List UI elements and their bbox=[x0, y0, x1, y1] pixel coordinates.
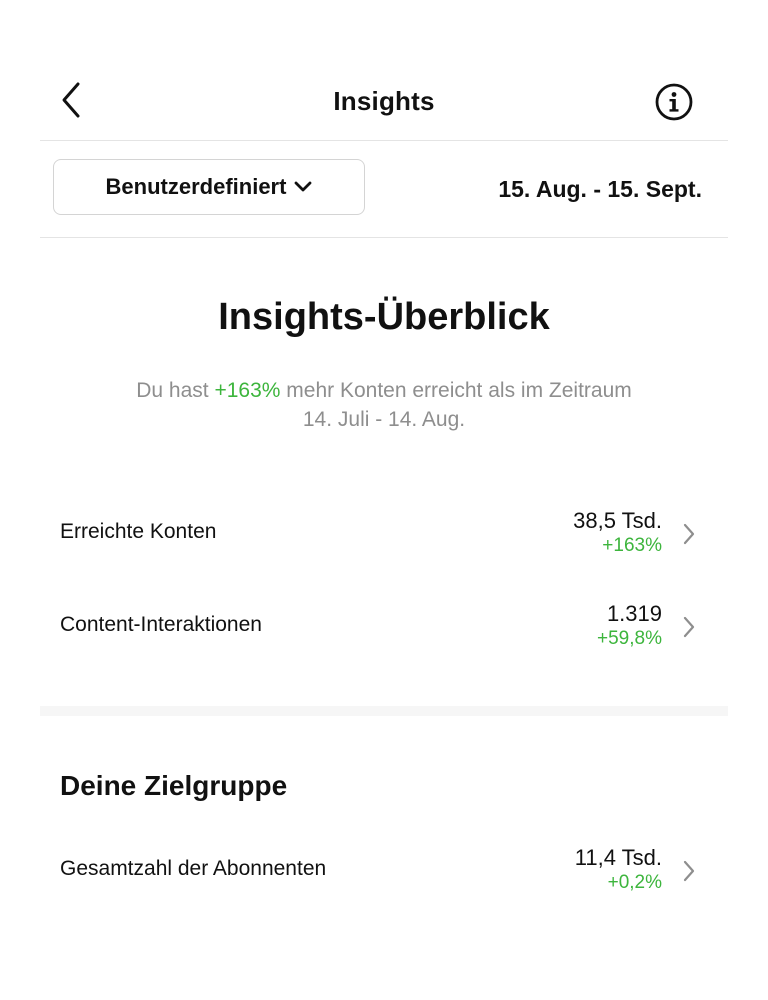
metric-value: 1.319 bbox=[606, 601, 662, 626]
overview-text-period: 14. Juli - 14. Aug. bbox=[302, 408, 466, 431]
back-button[interactable] bbox=[54, 78, 90, 122]
overview-text-after: mehr Konten erreicht als im Zeitraum bbox=[280, 379, 632, 402]
metric-label: Content-Interaktionen bbox=[60, 613, 262, 636]
metric-row-reached-accounts[interactable]: Erreichte Konten 38,5 Tsd. +163% bbox=[40, 508, 728, 568]
overview-summary: Du hast +163% mehr Konten erreicht als i… bbox=[60, 376, 708, 434]
metric-change: +59,8% bbox=[597, 628, 662, 649]
overview-highlight: +163% bbox=[214, 379, 281, 402]
metric-value-group: 1.319 +59,8% bbox=[597, 601, 662, 651]
audience-section-title: Deine Zielgruppe bbox=[60, 770, 288, 801]
metric-value-group: 38,5 Tsd. +163% bbox=[573, 508, 662, 558]
metric-label: Erreichte Konten bbox=[60, 520, 217, 543]
chevron-right-icon bbox=[683, 616, 695, 638]
period-dropdown-label: Benutzerdefiniert bbox=[105, 174, 287, 199]
chevron-right-icon bbox=[683, 523, 695, 545]
chevron-right-icon bbox=[683, 860, 695, 882]
metric-row-content-interactions[interactable]: Content-Interaktionen 1.319 +59,8% bbox=[40, 601, 728, 661]
date-range: 15. Aug. - 15. Sept. bbox=[498, 176, 702, 202]
metric-value: 38,5 Tsd. bbox=[573, 508, 662, 533]
metric-change: +0,2% bbox=[607, 872, 662, 893]
info-icon bbox=[655, 83, 693, 121]
period-dropdown[interactable]: Benutzerdefiniert bbox=[53, 159, 365, 215]
info-button[interactable] bbox=[654, 82, 694, 122]
metric-row-total-followers[interactable]: Gesamtzahl der Abonnenten 11,4 Tsd. +0,2… bbox=[40, 845, 728, 905]
chevron-down-icon bbox=[295, 181, 312, 192]
page-title: Insights bbox=[333, 86, 435, 116]
overview-title: Insights-Überblick bbox=[218, 296, 550, 338]
section-divider bbox=[40, 706, 728, 716]
metric-label: Gesamtzahl der Abonnenten bbox=[60, 857, 327, 880]
metric-value-group: 11,4 Tsd. +0,2% bbox=[575, 845, 662, 895]
metric-change: +163% bbox=[602, 535, 662, 556]
filter-bar: Benutzerdefiniert 15. Aug. - 15. Sept. bbox=[40, 140, 728, 238]
chevron-left-icon bbox=[62, 82, 80, 118]
overview-text-before: Du hast bbox=[136, 379, 215, 402]
metric-value: 11,4 Tsd. bbox=[574, 845, 662, 870]
top-bar: Insights bbox=[40, 60, 728, 141]
